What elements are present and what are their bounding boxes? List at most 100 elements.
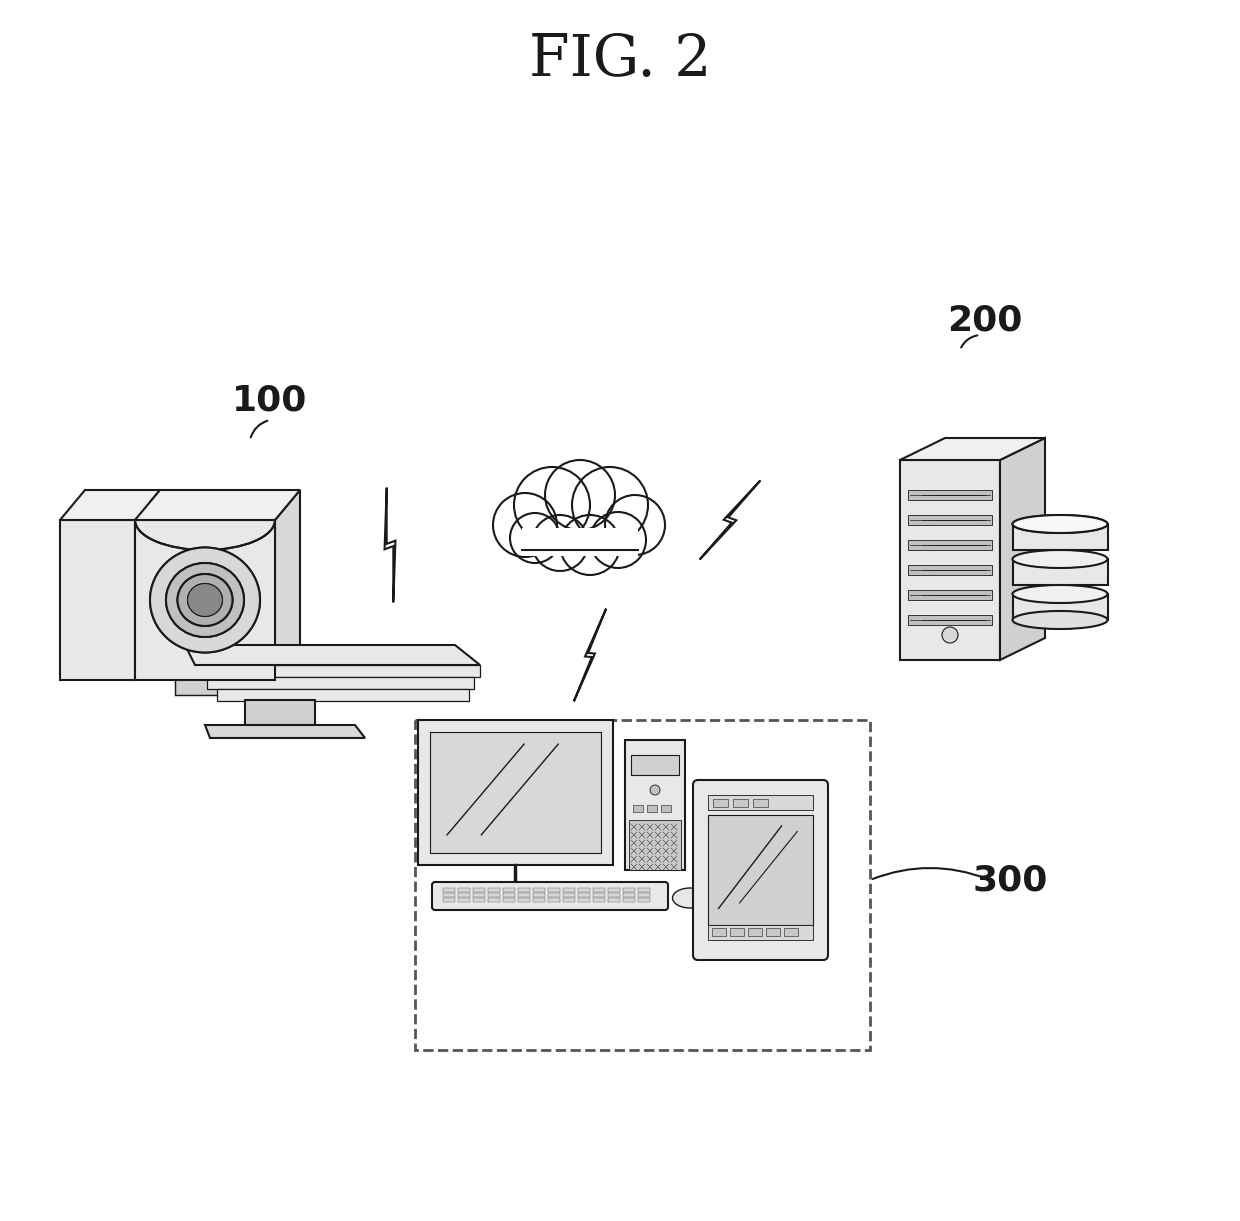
Bar [548, 897, 560, 902]
Bar [639, 897, 650, 902]
Ellipse shape [672, 888, 708, 908]
Polygon shape [275, 490, 300, 680]
Bar [908, 615, 992, 625]
FancyBboxPatch shape [693, 780, 828, 960]
Circle shape [590, 512, 646, 568]
Circle shape [572, 466, 649, 543]
Bar [608, 897, 620, 902]
Polygon shape [60, 520, 135, 680]
Ellipse shape [1013, 515, 1107, 534]
Bar [458, 893, 470, 897]
Bar [908, 515, 992, 525]
Circle shape [510, 513, 560, 563]
Circle shape [942, 628, 959, 643]
Polygon shape [384, 487, 396, 602]
Bar [563, 893, 575, 897]
Bar [748, 928, 763, 937]
Ellipse shape [1013, 585, 1107, 603]
Bar [753, 799, 768, 807]
Bar [472, 888, 485, 893]
Bar [175, 675, 455, 695]
Bar [458, 897, 470, 902]
Bar [489, 888, 500, 893]
Bar [578, 888, 590, 893]
Bar [900, 460, 999, 661]
Bar [548, 888, 560, 893]
Bar [443, 893, 455, 897]
Circle shape [515, 466, 590, 543]
Polygon shape [699, 481, 760, 559]
Polygon shape [246, 700, 315, 725]
Bar [908, 490, 992, 501]
Text: FIG. 2: FIG. 2 [528, 32, 712, 88]
Polygon shape [217, 689, 469, 701]
Bar [418, 720, 613, 864]
Bar [1013, 524, 1109, 549]
Text: 100: 100 [232, 383, 308, 418]
Bar [625, 740, 684, 871]
Bar [458, 888, 470, 893]
Circle shape [605, 495, 665, 556]
Ellipse shape [1013, 610, 1107, 629]
Bar [908, 540, 992, 549]
Bar [533, 888, 546, 893]
Polygon shape [207, 676, 474, 689]
Bar [1013, 593, 1109, 620]
Circle shape [560, 515, 620, 575]
Ellipse shape [1013, 549, 1107, 568]
Bar [708, 926, 813, 940]
Bar [608, 893, 620, 897]
Polygon shape [185, 645, 480, 665]
Bar [622, 893, 635, 897]
Bar [647, 805, 657, 812]
Polygon shape [574, 609, 606, 701]
Bar [661, 805, 671, 812]
Circle shape [546, 460, 615, 530]
Bar [503, 893, 515, 897]
Bar [730, 928, 744, 937]
Polygon shape [60, 490, 160, 520]
Bar [443, 897, 455, 902]
Bar [632, 805, 644, 812]
Bar [639, 888, 650, 893]
Bar [415, 720, 870, 1050]
Bar [518, 897, 529, 902]
Bar [472, 897, 485, 902]
Ellipse shape [166, 563, 244, 637]
Bar [563, 897, 575, 902]
Bar [622, 897, 635, 902]
Bar [522, 527, 639, 556]
Bar [195, 654, 435, 670]
Bar [533, 897, 546, 902]
Polygon shape [205, 725, 365, 737]
Bar [489, 893, 500, 897]
Bar [908, 565, 992, 575]
Circle shape [494, 493, 557, 557]
Ellipse shape [177, 574, 233, 626]
Bar [185, 665, 445, 680]
Bar [631, 755, 680, 775]
Bar [533, 893, 546, 897]
Polygon shape [135, 490, 275, 520]
Ellipse shape [1013, 515, 1107, 534]
Bar [443, 888, 455, 893]
Ellipse shape [150, 547, 260, 652]
Ellipse shape [177, 574, 233, 626]
Bar [430, 733, 601, 853]
Bar [639, 893, 650, 897]
Ellipse shape [166, 563, 244, 637]
Bar [563, 888, 575, 893]
Bar [485, 883, 546, 895]
Bar [522, 525, 639, 556]
Bar [708, 795, 813, 810]
Ellipse shape [187, 584, 222, 617]
Text: 300: 300 [972, 863, 1048, 897]
Bar [712, 928, 725, 937]
Bar [472, 893, 485, 897]
Polygon shape [195, 665, 480, 676]
Bar [784, 928, 799, 937]
Bar [733, 799, 748, 807]
Bar [908, 590, 992, 600]
Bar [708, 814, 813, 926]
Bar [518, 888, 529, 893]
